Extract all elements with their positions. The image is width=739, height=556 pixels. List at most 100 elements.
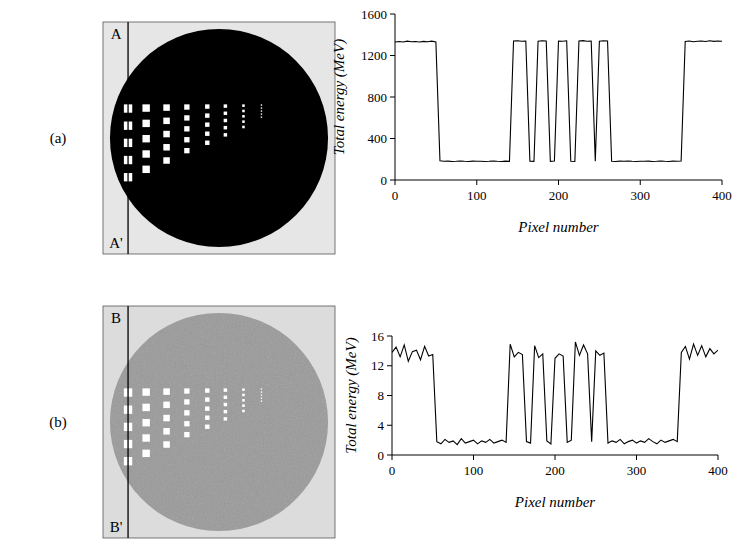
insert-square — [163, 144, 169, 150]
x-tick-label: 300 — [627, 463, 647, 478]
y-tick-label: 0 — [378, 448, 385, 463]
insert-square — [184, 399, 189, 404]
insert-square — [142, 450, 149, 457]
x-tick — [640, 180, 641, 185]
insert-square — [205, 113, 209, 117]
phantom-image: BB' — [103, 306, 335, 538]
insert-square — [205, 132, 209, 136]
x-tick — [392, 455, 393, 460]
y-tick — [387, 395, 392, 396]
insert-square — [224, 417, 227, 420]
profile-curve — [395, 41, 722, 162]
x-axis-title: Pixel number — [517, 219, 599, 235]
y-axis-title: Total energy (MeV) — [331, 39, 348, 155]
insert-square — [224, 396, 227, 399]
insert-square — [224, 133, 227, 136]
insert-square — [242, 388, 245, 391]
insert-square — [261, 391, 262, 392]
insert-square — [163, 428, 169, 434]
insert-square — [184, 104, 189, 109]
y-tick — [387, 336, 392, 337]
y-tick-label: 800 — [368, 90, 388, 105]
insert-square — [163, 118, 169, 124]
x-tick — [722, 180, 723, 185]
insert-square — [261, 107, 262, 108]
profile-curve — [392, 342, 718, 445]
x-tick-label: 0 — [389, 463, 396, 478]
data-group — [392, 342, 718, 445]
y-tick-label: 1200 — [361, 48, 387, 63]
x-tick — [395, 180, 396, 185]
insert-square — [142, 404, 149, 411]
insert-square — [205, 416, 209, 420]
y-tick-label: 1600 — [361, 7, 387, 22]
insert-square — [261, 394, 262, 395]
insert-square — [163, 131, 169, 137]
y-tick — [390, 97, 395, 98]
y-tick-label: 16 — [371, 329, 385, 344]
x-tick — [555, 455, 556, 460]
x-tick-label: 400 — [712, 188, 732, 203]
y-tick — [387, 455, 392, 456]
insert-square — [205, 122, 209, 126]
insert-square — [184, 388, 189, 393]
profile-chart: 0400800120016000100200300400Pixel number… — [331, 7, 731, 236]
insert-square — [142, 150, 149, 157]
insert-square — [242, 104, 245, 107]
profile-chart: 04812160100200300400Pixel numberTotal en… — [343, 329, 728, 511]
x-tick-label: 200 — [545, 463, 565, 478]
insert-square — [184, 421, 189, 426]
insert-square — [224, 403, 227, 406]
image-frame — [103, 306, 335, 538]
insert-square — [163, 388, 169, 394]
profile-end-label: A' — [109, 235, 123, 251]
insert-square — [261, 110, 262, 111]
insert-square — [205, 425, 209, 429]
profile-end-label: B' — [110, 519, 123, 535]
insert-square — [224, 119, 227, 122]
x-tick-label: 300 — [631, 188, 651, 203]
profile-line — [127, 22, 128, 254]
y-tick-label: 400 — [368, 131, 388, 146]
panel-label: (a) — [50, 130, 67, 147]
y-tick — [387, 425, 392, 426]
insert-square — [142, 388, 149, 395]
insert-square — [184, 410, 189, 415]
figure: AA'(a)BB'(b)0400800120016000100200300400… — [0, 0, 739, 556]
y-tick — [390, 180, 395, 181]
image-noise — [103, 306, 335, 538]
insert-square — [205, 406, 209, 410]
insert-square — [142, 434, 149, 441]
x-tick-label: 200 — [549, 188, 569, 203]
insert-square — [205, 388, 209, 392]
insert-square — [261, 104, 262, 105]
insert-square — [261, 116, 262, 117]
insert-square — [242, 126, 245, 129]
insert-square — [242, 399, 245, 402]
x-tick — [473, 455, 474, 460]
x-tick-label: 400 — [708, 463, 728, 478]
profile-line — [127, 306, 128, 538]
insert-square — [184, 126, 189, 131]
y-tick-label: 12 — [371, 358, 384, 373]
x-tick — [718, 455, 719, 460]
insert-square — [142, 104, 149, 111]
insert-square — [163, 402, 169, 408]
insert-square — [205, 104, 209, 108]
insert-square — [205, 397, 209, 401]
y-tick — [387, 365, 392, 366]
insert-square — [224, 104, 227, 107]
insert-square — [184, 115, 189, 120]
insert-square — [224, 112, 227, 115]
insert-square — [242, 110, 245, 113]
insert-square — [142, 419, 149, 426]
insert-square — [142, 166, 149, 173]
y-tick-label: 8 — [378, 388, 385, 403]
insert-square — [242, 410, 245, 413]
insert-square — [224, 388, 227, 391]
x-tick — [558, 180, 559, 185]
insert-square — [184, 137, 189, 142]
phantom-image: AA' — [103, 22, 335, 254]
insert-square — [163, 157, 169, 163]
x-tick — [476, 180, 477, 185]
